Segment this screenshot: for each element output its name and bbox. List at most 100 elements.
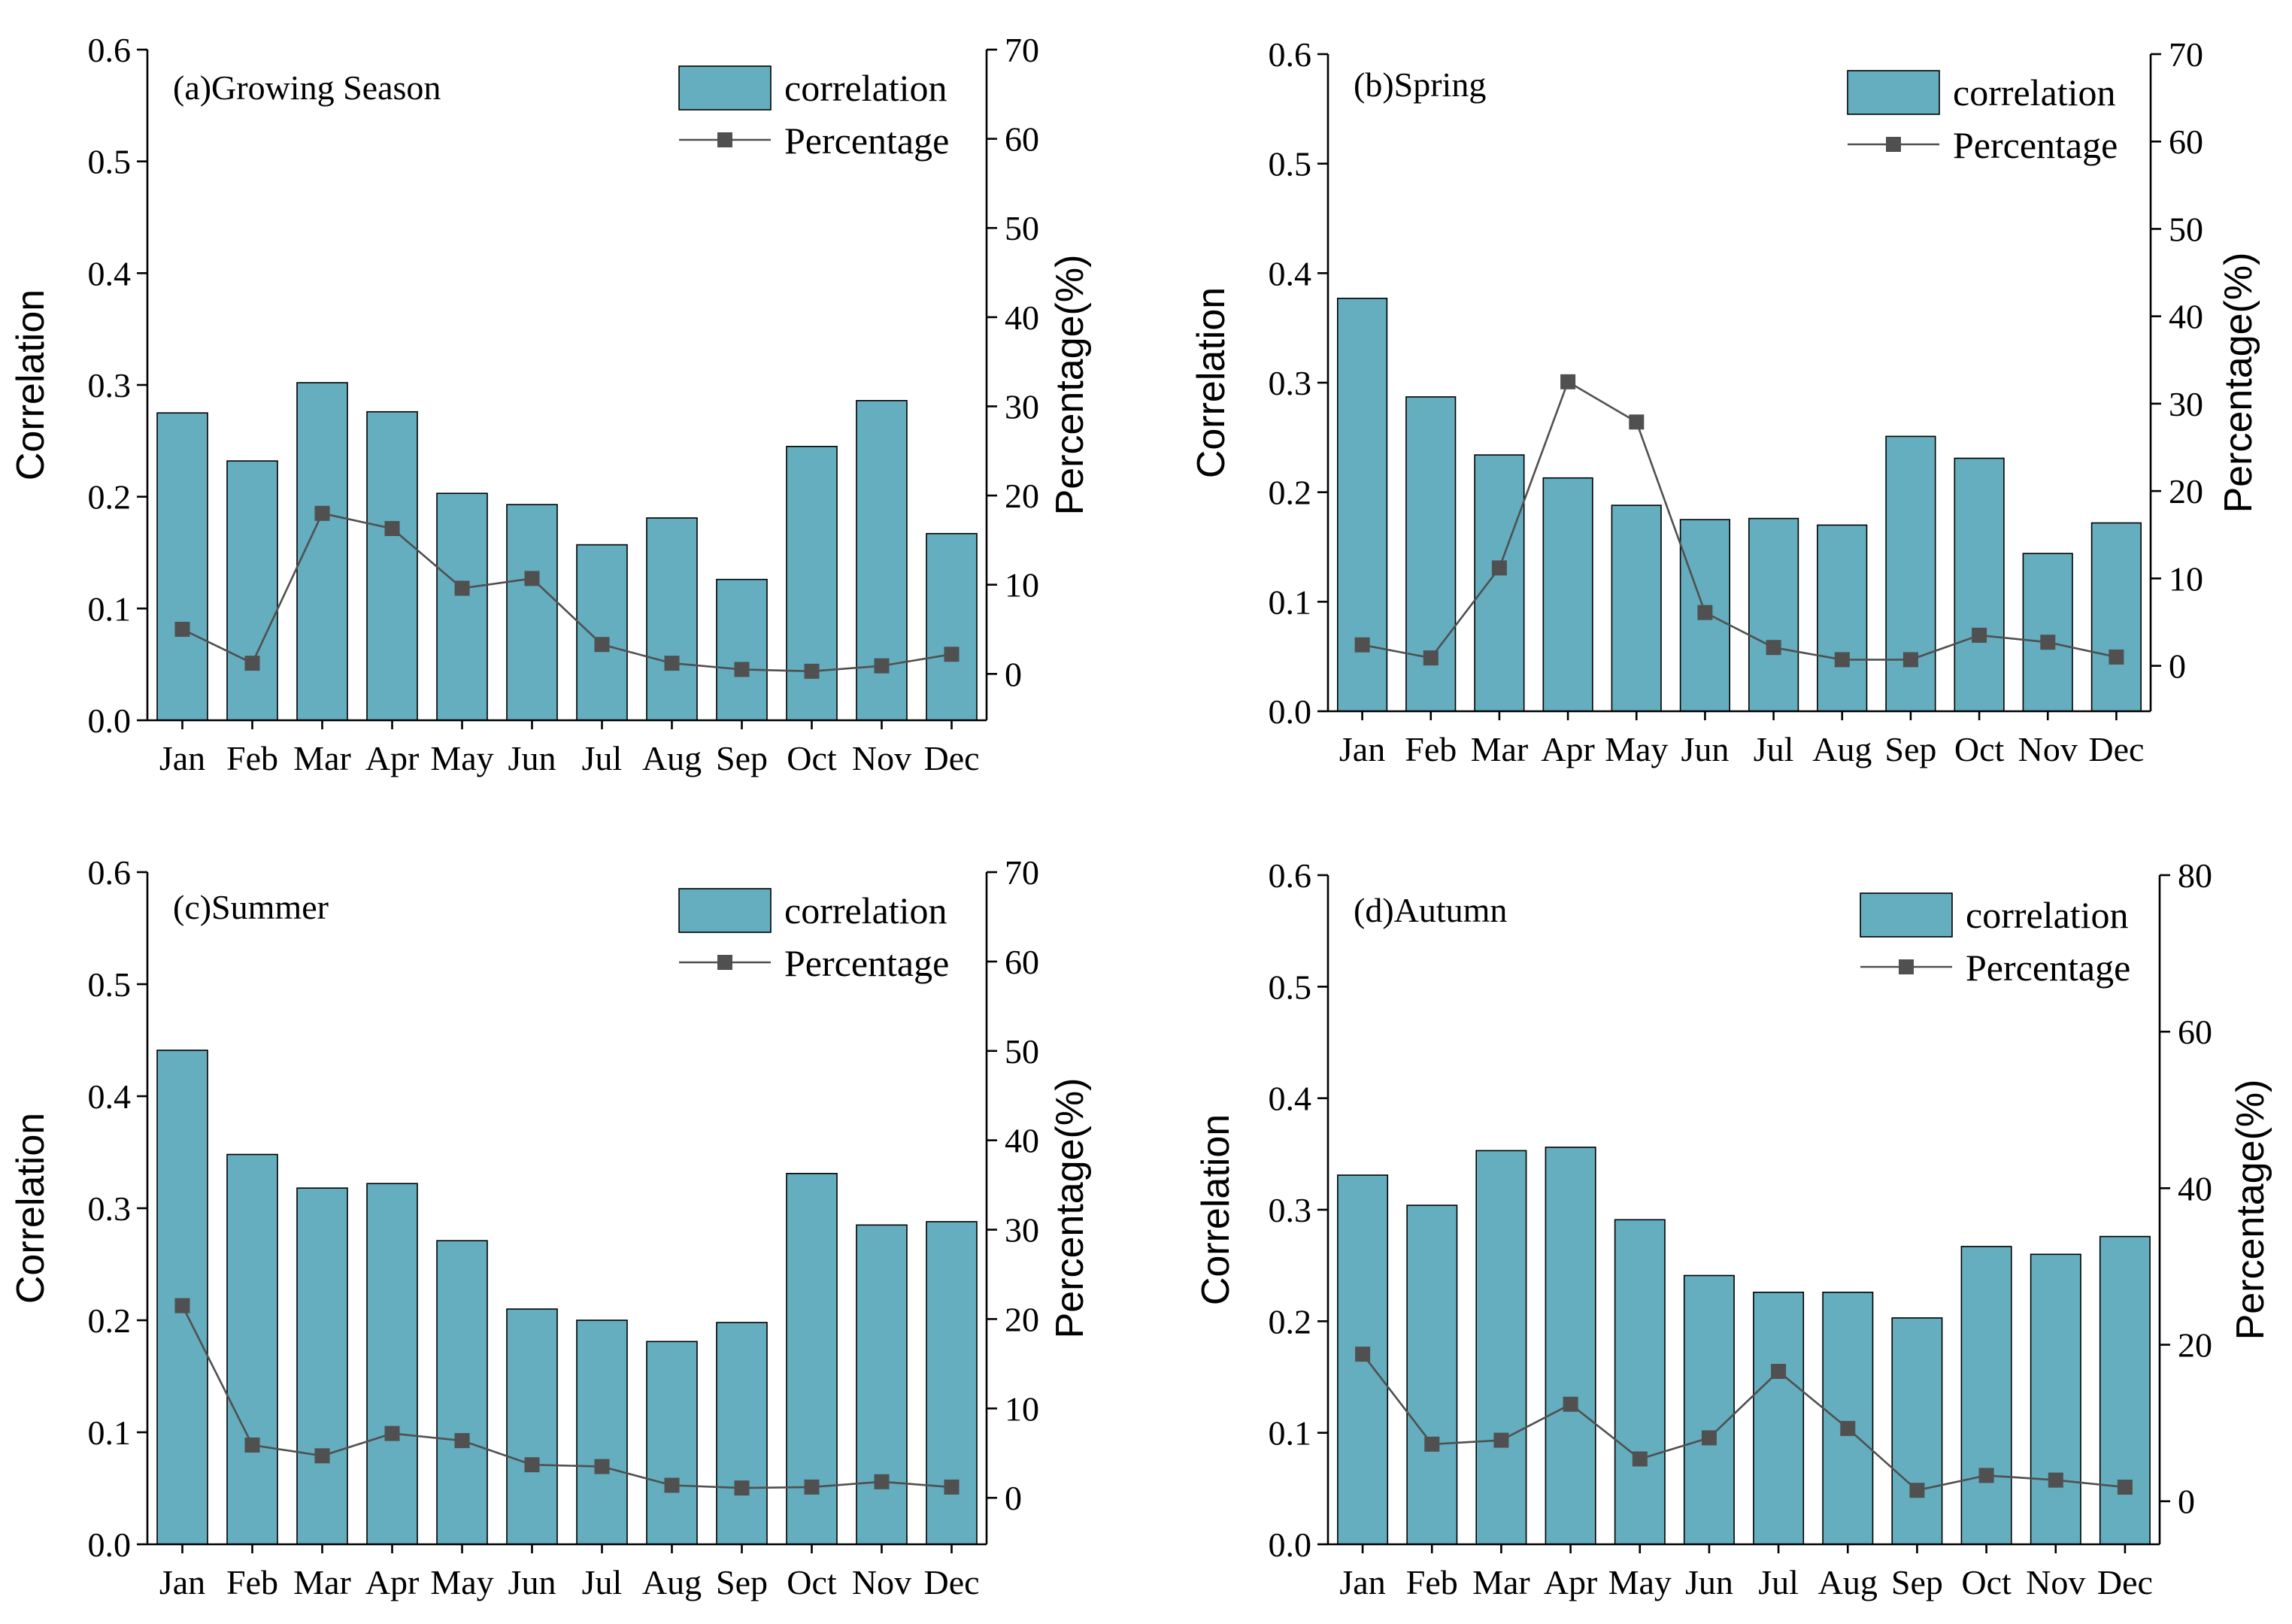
percentage-point-dec (944, 1479, 960, 1495)
bar-may (436, 1240, 488, 1545)
y-tick-label: 0.6 (88, 853, 132, 892)
legend-correlation-label: correlation (1966, 894, 2129, 936)
percentage-point-may (1632, 1451, 1648, 1467)
bar-mar (1475, 1150, 1527, 1545)
panel-title: (d)Autumn (1354, 891, 1507, 929)
x-tick-label-mar: Mar (1471, 730, 1529, 768)
y2-tick-label: 80 (2178, 856, 2212, 895)
percentage-point-jan (174, 622, 190, 637)
legend-bar-swatch (678, 888, 772, 933)
y-tick-label: 0.5 (88, 965, 132, 1004)
y-tick-label: 0.6 (1269, 35, 1312, 74)
bar-jun (506, 504, 558, 721)
x-tick-label-jun: Jun (508, 739, 556, 777)
bar-oct (1954, 457, 2005, 712)
y2-tick-label: 70 (2169, 35, 2203, 74)
bar-apr (366, 1183, 418, 1545)
y-tick-label: 0.5 (88, 143, 132, 181)
bar-apr (1542, 477, 1593, 712)
x-tick-label-jul: Jul (582, 1563, 623, 1601)
percentage-point-nov (874, 658, 890, 674)
y2-tick-label: 20 (2169, 472, 2203, 511)
legend-marker (717, 955, 732, 970)
bar-jan (156, 412, 208, 721)
x-tick-label-nov: Nov (2018, 730, 2078, 768)
percentage-point-dec (2109, 649, 2124, 665)
x-tick-label-aug: Aug (1818, 1563, 1878, 1601)
legend-marker (1899, 959, 1914, 974)
bar-sep (1885, 435, 1936, 712)
x-tick-label-sep: Sep (1891, 1563, 1943, 1601)
y2-tick-label: 30 (2169, 385, 2203, 423)
y-tick-label: 0.5 (1269, 968, 1312, 1006)
percentage-point-mar (314, 1448, 330, 1464)
percentage-line (1362, 380, 2117, 661)
legend-bar-swatch (678, 65, 772, 111)
percentage-point-feb (1424, 1436, 1440, 1452)
x-tick-label-nov: Nov (2026, 1563, 2085, 1601)
percentage-point-aug (1840, 1420, 1856, 1436)
percentage-point-jul (1771, 1364, 1787, 1379)
legend-correlation-label: correlation (784, 889, 947, 932)
x-tick-label-oct: Oct (787, 1563, 837, 1601)
y2-axis-title: Percentage(%) (1048, 255, 1092, 516)
legend-percentage-label: Percentage (784, 942, 949, 984)
y2-tick-label: 20 (1005, 477, 1039, 515)
x-tick-label-dec: Dec (2097, 1563, 2153, 1601)
x-tick-label-jan: Jan (159, 739, 205, 777)
bar-jul (576, 1320, 628, 1545)
y-tick-label: 0.3 (88, 1189, 132, 1228)
percentage-point-sep (734, 1480, 750, 1496)
percentage-point-jan (174, 1298, 190, 1313)
bar-aug (1822, 1292, 1874, 1545)
y2-axis-title: Percentage(%) (1048, 1078, 1092, 1339)
percentage-point-jan (1354, 637, 1370, 653)
y-tick-label: 0.4 (88, 254, 132, 292)
y2-tick-label: 40 (2178, 1169, 2212, 1207)
percentage-point-mar (314, 505, 330, 521)
y-tick-label: 0.3 (88, 366, 132, 404)
percentage-point-jul (594, 1459, 610, 1474)
y2-tick-label: 50 (1005, 209, 1039, 247)
y-axis-title: Correlation (9, 289, 53, 480)
y2-tick-label: 40 (1005, 1122, 1039, 1160)
y2-tick-label: 40 (1005, 298, 1039, 337)
percentage-point-dec (944, 647, 960, 662)
legend-percentage-label: Percentage (784, 120, 949, 162)
bar-apr (366, 411, 418, 721)
x-tick-label-oct: Oct (787, 739, 837, 777)
x-tick-label-jan: Jan (1339, 730, 1385, 768)
panel-title: (a)Growing Season (173, 68, 441, 107)
bar-jul (576, 544, 628, 721)
y2-tick-label: 0 (2169, 647, 2186, 686)
x-tick-label-oct: Oct (1954, 730, 2005, 768)
y2-axis-title: Percentage(%) (2217, 253, 2260, 514)
y2-tick-label: 60 (1005, 120, 1039, 159)
x-tick-label-dec: Dec (2088, 730, 2144, 768)
bar-aug (1817, 524, 1868, 712)
y-tick-label: 0.1 (88, 589, 132, 628)
x-tick-label-feb: Feb (1405, 730, 1457, 768)
y-tick-label: 0.6 (1269, 856, 1312, 895)
y-tick-label: 0.1 (88, 1413, 132, 1452)
bar-jun (506, 1308, 558, 1545)
percentage-point-oct (1978, 1468, 1994, 1483)
bar-feb (226, 1153, 278, 1545)
percentage-point-may (454, 580, 470, 596)
percentage-point-oct (804, 663, 820, 679)
y2-axis-title: Percentage(%) (2229, 1080, 2272, 1341)
percentage-point-jul (1766, 640, 1781, 656)
percentage-point-jun (524, 1457, 540, 1473)
y-tick-label: 0.1 (1269, 583, 1312, 621)
y-tick-label: 0.5 (1269, 145, 1312, 183)
percentage-point-aug (664, 1477, 680, 1493)
y-tick-label: 0.0 (1269, 692, 1312, 731)
legend-bar-swatch (1860, 892, 1953, 938)
x-tick-label-dec: Dec (923, 739, 979, 777)
x-tick-label-aug: Aug (642, 1563, 702, 1601)
y2-tick-label: 50 (2169, 210, 2203, 248)
bar-mar (296, 1187, 348, 1545)
bar-nov (2022, 553, 2073, 712)
y2-tick-label: 70 (1005, 31, 1039, 69)
bar-nov (2030, 1253, 2081, 1545)
